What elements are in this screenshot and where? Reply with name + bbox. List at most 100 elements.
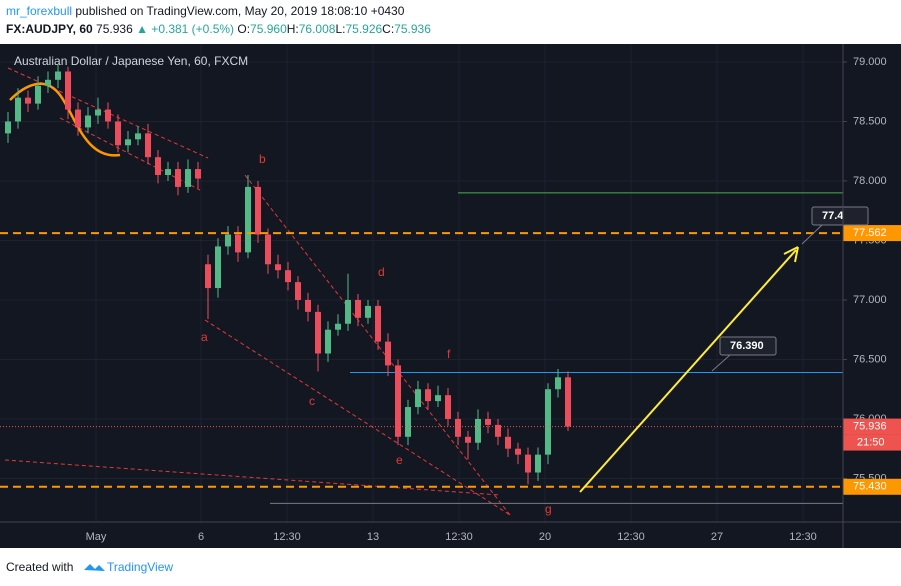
candle-body [55, 71, 61, 80]
channel-line [4, 459, 501, 496]
candle-body [515, 448, 521, 455]
candle-body [535, 454, 541, 473]
ohlc-value: 75.960 [250, 22, 287, 36]
candle-body [445, 395, 451, 419]
ohlc-value: 76.008 [299, 22, 336, 36]
candle-body [355, 299, 361, 318]
footer-bg [0, 548, 901, 586]
candle-body [345, 299, 351, 324]
candle-body [235, 234, 241, 253]
candle-body [415, 389, 421, 408]
candle-body [525, 454, 531, 473]
candle-body [295, 282, 301, 300]
x-tick-label: 12:30 [445, 531, 473, 543]
candle-body [105, 109, 111, 122]
wave-label: d [378, 265, 385, 279]
published: published on TradingView.com, May 20, 20… [75, 4, 404, 18]
candle-body [365, 305, 371, 318]
x-tick-label: 6 [198, 531, 204, 543]
callout-box [719, 336, 777, 356]
callout-pointer [711, 354, 731, 372]
candle-body [115, 121, 121, 146]
candle-body [195, 169, 201, 179]
candle-body [555, 377, 561, 390]
candle-body [265, 234, 271, 265]
time-label: 21:50 [857, 436, 885, 448]
footer-prefix: Created with [6, 560, 73, 574]
candle-body [5, 121, 11, 134]
price: 75.936 [96, 22, 133, 36]
arrow [579, 249, 797, 493]
candle-body [335, 323, 341, 330]
x-tick-label: 20 [539, 531, 551, 543]
plot: 79.00078.50078.00077.50077.00076.50076.0… [0, 44, 901, 543]
wave-label: a [201, 330, 208, 344]
candle-body [495, 424, 501, 437]
callout-box [811, 206, 869, 226]
candle-body [65, 71, 71, 110]
candle-body [425, 389, 431, 402]
level-label: 75.430 [853, 481, 887, 493]
candle-body [435, 395, 441, 402]
symbol: FX:AUDJPY, 60 [6, 22, 93, 36]
x-tick-label: May [86, 531, 107, 543]
y-tick-label: 78.000 [853, 175, 887, 187]
candle-body [165, 169, 171, 176]
candle-body [545, 389, 551, 455]
candle-body [45, 79, 51, 86]
candle-body [125, 139, 131, 146]
candle-body [185, 169, 191, 187]
ohlc-label: H: [287, 22, 299, 36]
level-badge [843, 225, 901, 242]
y-tick-label: 76.500 [853, 353, 887, 365]
candle-body [315, 311, 321, 354]
candle-body [145, 133, 151, 158]
wave-label: c [309, 394, 315, 408]
candle-body [15, 97, 21, 122]
candle-body [485, 418, 491, 425]
candle-body [275, 264, 281, 271]
logo [84, 564, 105, 571]
level-badge [843, 418, 901, 435]
y-tick-label: 79.000 [853, 56, 887, 68]
candle-body [475, 418, 481, 443]
x-tick-label: 12:30 [273, 531, 301, 543]
y-tick-label: 78.500 [853, 115, 887, 127]
level-label: 75.936 [853, 420, 887, 432]
time-badge [843, 434, 901, 451]
ohlc: O:75.960H:76.008L:75.926C:75.936 [237, 22, 431, 36]
header-line: mr_forexbull published on TradingView.co… [6, 4, 405, 18]
ohlc-label: O: [237, 22, 250, 36]
channel-line [204, 319, 511, 516]
callout-label: 76.390 [730, 340, 764, 352]
x-tick-label: 27 [711, 531, 723, 543]
author[interactable]: mr_forexbull [6, 4, 72, 18]
wave-label: b [259, 152, 266, 166]
wave-label: f [447, 347, 451, 361]
x-tick-label: 12:30 [617, 531, 645, 543]
candle-body [205, 264, 211, 289]
ohlc-value: 75.926 [345, 22, 382, 36]
ohlc-value: 75.936 [394, 22, 431, 36]
callout-label: 77.4 [822, 210, 844, 222]
candle-body [215, 246, 221, 289]
candle-body [135, 133, 141, 140]
candle-body [505, 436, 511, 449]
candle-body [395, 365, 401, 437]
callout-pointer [801, 224, 823, 245]
candle-body [465, 436, 471, 443]
ohlc-label: C: [382, 22, 394, 36]
candle-body [255, 186, 261, 235]
footer-brand[interactable]: TradingView [107, 560, 173, 574]
candle-body [225, 234, 231, 247]
candle-body [95, 109, 101, 116]
candle-body [305, 299, 311, 312]
symbol-line: FX:AUDJPY, 60 75.936 ▲ +0.381 (+0.5%) O:… [6, 22, 431, 36]
channel-line [59, 117, 201, 191]
level-badge [843, 478, 901, 495]
wave-label: g [545, 502, 552, 516]
header-bg [0, 0, 901, 44]
candle-body [285, 270, 291, 283]
candle-body [175, 169, 181, 187]
